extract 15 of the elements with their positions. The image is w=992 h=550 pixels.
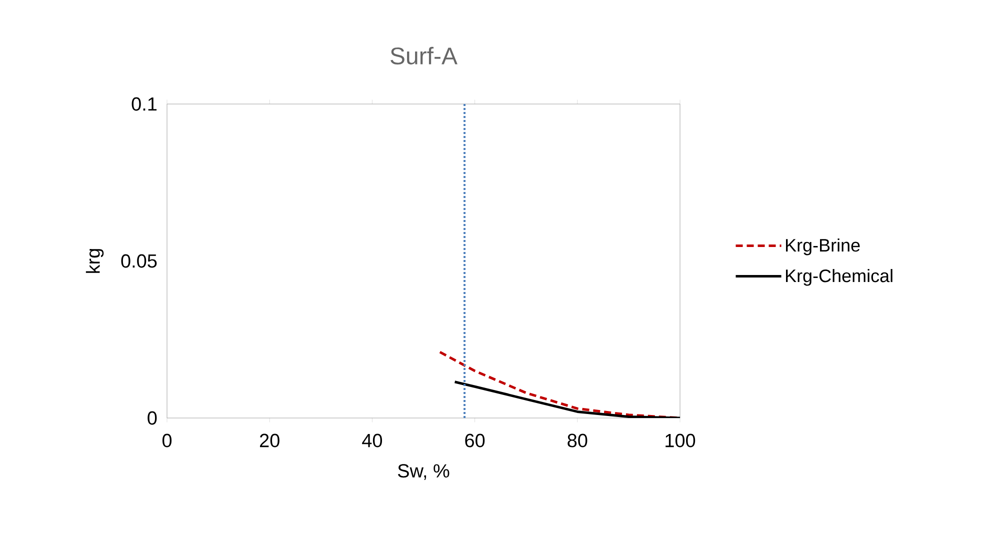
x-tick-label: 100 [666, 434, 696, 448]
x-axis-title: Sw, % [398, 464, 450, 480]
y-tick-label: 0.05 [121, 254, 157, 268]
legend-label: Krg-Chemical [786, 268, 892, 286]
x-tick-label: 80 [568, 434, 588, 448]
y-tick-label: 0 [148, 411, 157, 425]
legend-label: Krg-Brine [786, 238, 860, 256]
line-series [454, 380, 680, 418]
chart-title: Surf-A [390, 46, 458, 64]
x-tick-label: 20 [260, 434, 280, 448]
x-tick-label: 60 [465, 434, 485, 448]
x-tick-label: 0 [162, 434, 172, 448]
y-axis-title: krg [86, 249, 104, 273]
y-tick-label: 0.1 [132, 97, 157, 111]
x-tick-label: 40 [362, 434, 382, 448]
